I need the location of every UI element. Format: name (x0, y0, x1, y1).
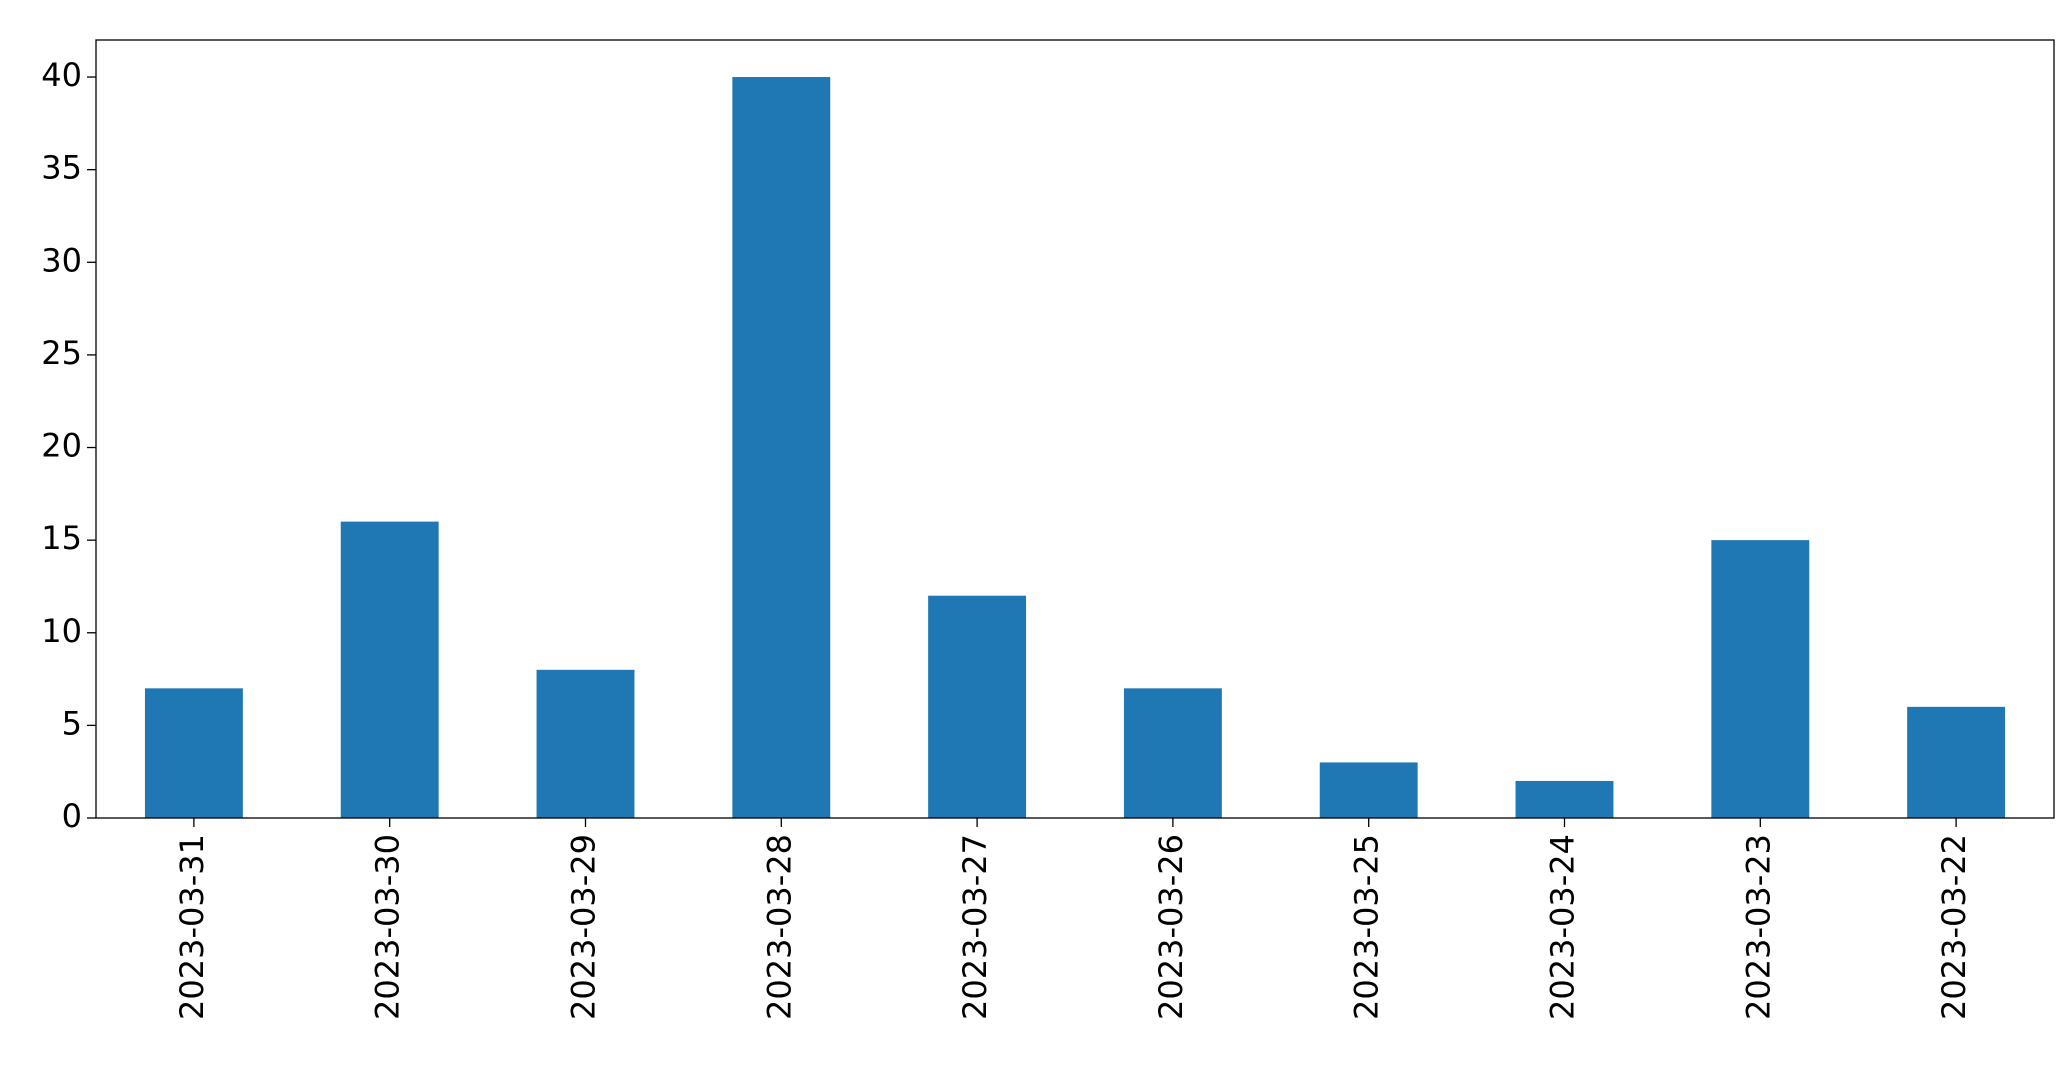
x-tick-label: 2023-03-27 (956, 834, 994, 1020)
y-tick-label: 15 (41, 519, 82, 557)
bar (144, 688, 243, 818)
bar (1907, 706, 2006, 818)
x-tick-label: 2023-03-24 (1544, 834, 1582, 1020)
bar (928, 595, 1027, 818)
y-tick-label: 40 (41, 56, 82, 94)
x-tick-label: 2023-03-23 (1739, 834, 1777, 1020)
plot-frame (95, 39, 2055, 819)
bar (340, 521, 439, 818)
y-tick-label: 30 (41, 241, 82, 279)
bar (536, 669, 635, 818)
bar (1711, 540, 1810, 818)
bar (1515, 780, 1614, 818)
y-tick-label: 10 (41, 612, 82, 650)
bar (732, 77, 831, 819)
y-tick-label: 35 (41, 149, 82, 187)
x-tick-label: 2023-03-28 (760, 834, 798, 1020)
bar (1123, 688, 1222, 818)
x-tick-label: 2023-03-31 (173, 834, 211, 1020)
y-tick-label: 5 (62, 704, 82, 742)
x-tick-label: 2023-03-22 (1935, 834, 1973, 1020)
bar (1319, 762, 1418, 818)
x-tick-label: 2023-03-30 (369, 834, 407, 1020)
x-tick-label: 2023-03-29 (565, 834, 603, 1020)
x-tick-label: 2023-03-26 (1152, 834, 1190, 1020)
x-tick-label: 2023-03-25 (1348, 834, 1386, 1020)
y-tick-label: 20 (41, 427, 82, 465)
y-tick-label: 25 (41, 334, 82, 372)
y-tick-label: 0 (62, 797, 82, 835)
